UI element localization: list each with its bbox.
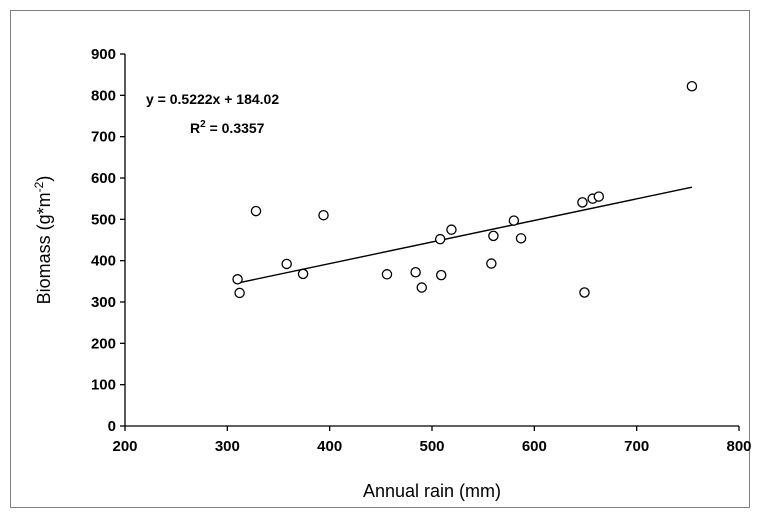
data-point (488, 230, 499, 242)
data-point (446, 224, 457, 235)
r-squared-prefix: R (190, 120, 200, 136)
axes (124, 54, 739, 427)
data-points (232, 80, 698, 299)
data-point (410, 266, 421, 278)
data-point (486, 258, 497, 269)
r-squared-value: = 0.3357 (206, 120, 265, 136)
y-tick-label: 100 (91, 377, 116, 394)
trendline (237, 186, 693, 284)
x-tick-label: 800 (726, 438, 751, 455)
trendline-equation: y = 0.5222x + 184.02 (146, 91, 279, 107)
r-squared-label: R2 = 0.3357 (190, 119, 265, 136)
data-point (686, 80, 698, 92)
x-tick-label: 200 (112, 438, 137, 455)
data-point (577, 197, 588, 208)
y-tick-label: 0 (108, 418, 116, 435)
data-point (381, 269, 393, 280)
y-axis-title: Biomass (g*m-2) (32, 176, 54, 305)
y-axis-title-base: Biomass (g*m (34, 192, 54, 304)
y-tick-label: 300 (91, 294, 116, 311)
y-axis-title-end: ) (34, 176, 54, 182)
x-tick-label: 300 (215, 438, 240, 455)
data-point (416, 282, 428, 293)
x-tick-label: 700 (624, 438, 649, 455)
data-point (515, 233, 527, 244)
x-tick-label: 400 (317, 438, 342, 455)
x-axis-ticks: 200 300 400 500 600 700 800 (112, 426, 752, 455)
data-point (593, 191, 605, 202)
y-tick-label: 900 (91, 46, 116, 63)
x-tick-label: 500 (419, 438, 444, 455)
data-point (281, 258, 292, 270)
y-tick-label: 700 (91, 129, 116, 146)
data-point (234, 287, 245, 299)
y-axis-title-superscript: -2 (32, 181, 46, 192)
data-point (232, 274, 243, 285)
data-point (318, 209, 329, 221)
x-tick-label: 600 (522, 438, 547, 455)
chart-area (10, 10, 750, 508)
data-point (297, 268, 309, 280)
r-squared-superscript: 2 (200, 119, 206, 130)
y-tick-label: 400 (91, 253, 116, 270)
y-tick-label: 800 (91, 87, 116, 104)
y-tick-label: 600 (91, 170, 116, 187)
y-axis-ticks: 0 100 200 300 400 500 600 700 800 900 (91, 46, 125, 435)
x-axis-title: Annual rain (mm) (363, 481, 501, 501)
data-point (250, 205, 262, 217)
data-point (508, 215, 520, 226)
data-point (579, 287, 590, 298)
data-point (434, 233, 446, 245)
y-tick-label: 500 (91, 211, 116, 228)
data-point (435, 269, 447, 281)
y-tick-label: 200 (91, 335, 116, 352)
